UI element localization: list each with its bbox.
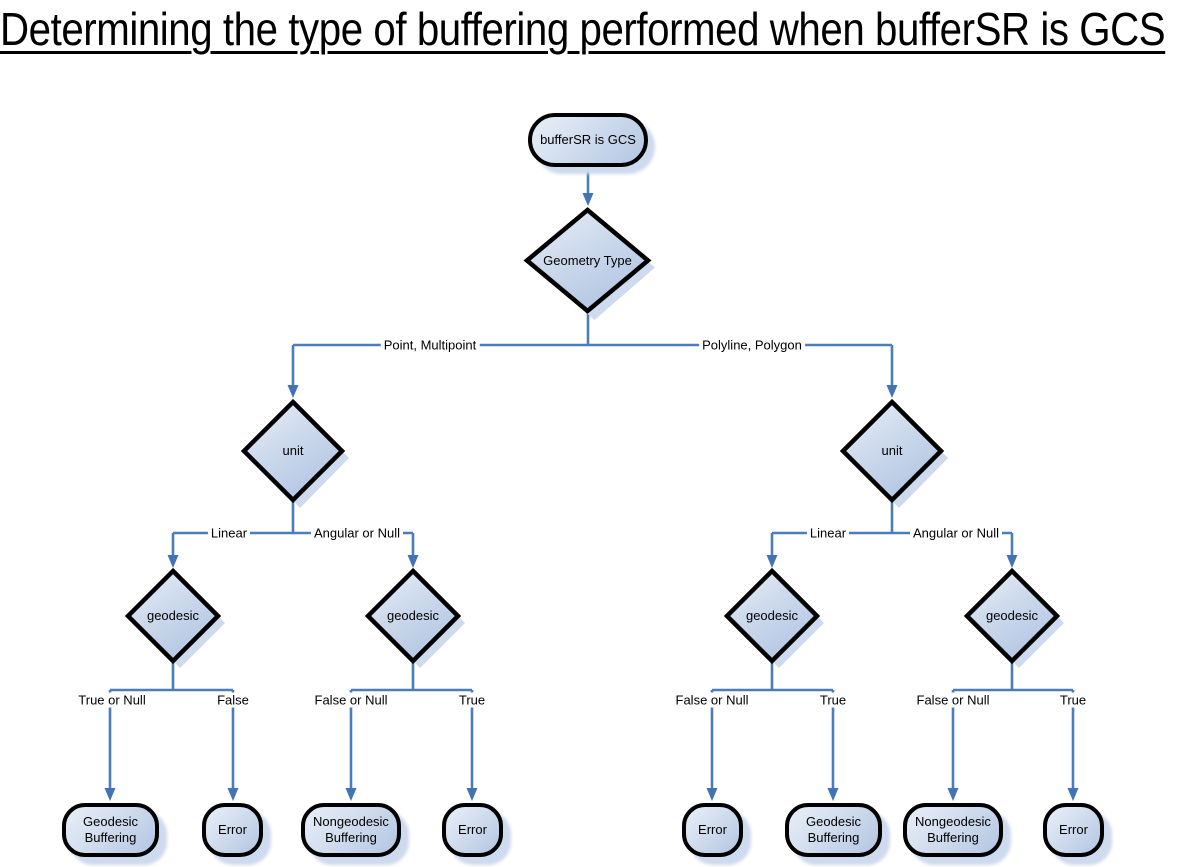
node-label: geodesic — [386, 608, 440, 624]
decision-geodesic-right-angular: geodesic — [963, 567, 1064, 668]
arrowhead-icon — [167, 555, 179, 568]
node-label: Error — [458, 822, 487, 838]
decision-geodesic-left-angular: geodesic — [364, 567, 465, 668]
edge-label-linear-left: Linear — [207, 525, 251, 541]
decision-geometry-type: Geometry Type — [523, 207, 655, 320]
diamond-shape — [839, 398, 948, 508]
edge-label-false-or-null-3: False or Null — [913, 692, 993, 708]
diamond-shape — [723, 567, 824, 668]
node-label: Nongeodesic Buffering — [313, 814, 389, 845]
arrowhead-icon — [227, 788, 239, 801]
result-error-right-1: Error — [682, 803, 743, 857]
node-label: geodesic — [745, 608, 799, 624]
edge-label-point-multipoint: Point, Multipoint — [380, 337, 480, 353]
node-label: Geodesic Buffering — [806, 814, 861, 845]
arrowhead-icon — [287, 385, 299, 398]
result-error-left-2: Error — [442, 803, 503, 857]
edge-label-angular-or-null-left: Angular or Null — [311, 525, 403, 541]
arrowhead-icon — [345, 788, 357, 801]
arrowhead-icon — [827, 788, 839, 801]
diamond-shape — [124, 567, 225, 668]
node-label: Error — [218, 822, 247, 838]
edge-label-true-2: True — [816, 692, 850, 708]
decision-geodesic-right-linear: geodesic — [723, 567, 824, 668]
decision-unit-left: unit — [240, 398, 349, 508]
arrowhead-icon — [1067, 788, 1079, 801]
edge-label-linear-right: Linear — [806, 525, 850, 541]
arrowhead-icon — [407, 555, 419, 568]
diamond-shape — [523, 207, 655, 320]
decision-geodesic-left-linear: geodesic — [124, 567, 225, 668]
node-label: unit — [282, 443, 304, 459]
result-error-left-1: Error — [202, 803, 263, 857]
node-label: geodesic — [146, 608, 200, 624]
decision-unit-right: unit — [839, 398, 948, 508]
result-geodesic-buffering-right: Geodesic Buffering — [785, 803, 882, 857]
result-error-right-2: Error — [1043, 803, 1104, 857]
page-title: Determining the type of buffering perfor… — [0, 3, 1166, 55]
diamond-shape — [364, 567, 465, 668]
result-nongeodesic-buffering-right: Nongeodesic Buffering — [903, 803, 1003, 857]
node-label: Nongeodesic Buffering — [915, 814, 991, 845]
node-label: Geometry Type — [543, 252, 632, 268]
edge-label-false: False — [214, 692, 252, 708]
node-label: Geodesic Buffering — [83, 814, 138, 845]
arrowhead-icon — [1006, 555, 1018, 568]
arrowhead-icon — [104, 788, 116, 801]
node-start-buffersr-is-gcs: bufferSR is GCS — [528, 113, 648, 167]
node-label: Error — [1059, 822, 1088, 838]
arrowhead-icon — [766, 555, 778, 568]
edge-label-polyline-polygon: Polyline, Polygon — [699, 337, 805, 353]
result-geodesic-buffering-left: Geodesic Buffering — [62, 803, 159, 857]
edge-label-false-or-null-1: False or Null — [311, 692, 391, 708]
arrowhead-icon — [466, 788, 478, 801]
node-label: bufferSR is GCS — [540, 132, 636, 148]
node-label: Error — [698, 822, 727, 838]
arrowhead-icon — [582, 193, 594, 206]
edge-label-true-or-null: True or Null — [75, 692, 149, 708]
edge-label-angular-or-null-right: Angular or Null — [910, 525, 1002, 541]
edge-label-true-1: True — [455, 692, 489, 708]
result-nongeodesic-buffering-left: Nongeodesic Buffering — [301, 803, 401, 857]
node-label: unit — [881, 443, 903, 459]
diamond-shape — [240, 398, 349, 508]
arrowhead-icon — [947, 788, 959, 801]
arrowhead-icon — [886, 385, 898, 398]
edge-label-false-or-null-2: False or Null — [672, 692, 752, 708]
node-label: geodesic — [985, 608, 1039, 624]
edge-label-true-3: True — [1056, 692, 1090, 708]
arrowhead-icon — [706, 788, 718, 801]
diamond-shape — [963, 567, 1064, 668]
